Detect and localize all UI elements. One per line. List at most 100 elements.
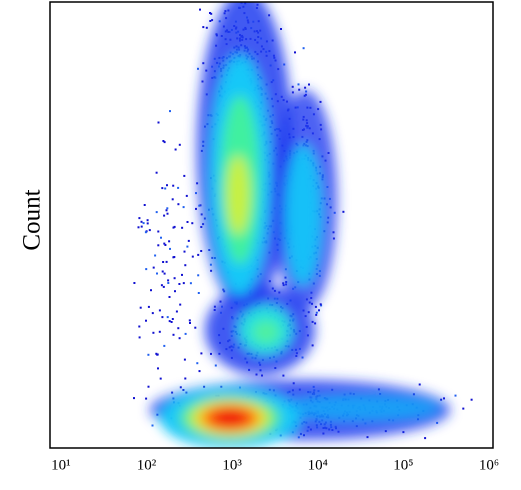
x-tick-label: 10⁵ [393, 457, 413, 473]
event-dot [175, 310, 178, 313]
event-dot [308, 83, 310, 86]
event-dot [157, 121, 160, 124]
event-dot [315, 311, 318, 314]
event-dot [318, 309, 320, 312]
event-dot [163, 214, 166, 217]
event-dot [282, 284, 285, 287]
event-dot [145, 397, 148, 400]
event-dot [162, 261, 165, 263]
event-dot [200, 226, 203, 228]
event-dot [148, 229, 151, 232]
event-dot [156, 353, 159, 356]
event-dot [179, 386, 182, 389]
event-dot [184, 332, 187, 335]
event-dot [205, 26, 208, 29]
event-dot [211, 19, 214, 22]
event-dot [166, 212, 169, 215]
event-dot [133, 397, 135, 400]
event-dot [197, 67, 199, 70]
event-dot [311, 344, 314, 347]
event-dot [177, 327, 180, 330]
event-dot [158, 330, 161, 333]
event-dot [454, 394, 457, 397]
event-dot [151, 312, 154, 315]
event-dot [197, 253, 200, 256]
event-dot [168, 296, 171, 298]
event-dot [196, 362, 199, 365]
event-dot [291, 85, 294, 88]
event-dot [320, 304, 323, 307]
event-dot [203, 385, 206, 388]
event-dot [183, 358, 186, 361]
event-dot [199, 8, 201, 11]
event-dot [154, 254, 157, 257]
event-dot [209, 12, 211, 14]
event-dot [214, 364, 217, 367]
event-dot [167, 282, 170, 284]
event-dot [168, 320, 171, 323]
event-dot [209, 263, 212, 266]
event-dot [197, 274, 200, 277]
event-dot [194, 326, 197, 329]
event-dot [166, 316, 169, 319]
event-dot [147, 353, 150, 356]
event-dot [402, 431, 405, 434]
event-dot [152, 266, 155, 269]
event-dot [314, 305, 317, 308]
event-dot [163, 344, 166, 347]
event-dot [171, 318, 174, 320]
event-dot [166, 207, 169, 210]
event-dot [144, 231, 147, 234]
event-dot [165, 209, 168, 212]
event-dot [196, 182, 199, 185]
event-dot [189, 282, 192, 285]
event-dot [179, 303, 182, 306]
event-dot [177, 186, 180, 189]
event-dot [170, 321, 173, 323]
event-dot [462, 407, 465, 410]
event-dot [470, 398, 473, 401]
event-dot [165, 260, 168, 263]
density-cloud [133, 0, 473, 448]
event-dot [315, 313, 318, 316]
x-tick-label: 10⁴ [308, 457, 328, 473]
event-dot [138, 217, 141, 220]
x-tick-label: 10³ [222, 457, 242, 473]
event-dot [140, 220, 143, 223]
event-dot [146, 222, 149, 225]
event-dot [436, 421, 439, 424]
event-dot [294, 51, 296, 54]
event-dot [174, 148, 177, 151]
event-dot [172, 256, 175, 259]
density-blobs [150, 2, 450, 448]
event-dot [155, 352, 158, 355]
event-dot [143, 204, 146, 206]
event-dot [173, 277, 176, 280]
event-dot [229, 0, 231, 1]
event-dot [185, 194, 188, 197]
event-dot [142, 222, 145, 225]
event-dot [155, 171, 158, 174]
event-dot [209, 20, 212, 22]
event-dot [178, 283, 181, 285]
event-dot [178, 143, 181, 146]
event-dot [151, 424, 154, 427]
event-dot [197, 292, 200, 294]
event-dot [152, 331, 155, 334]
event-dot [157, 244, 160, 247]
event-dot [319, 100, 322, 103]
event-dot [156, 272, 158, 275]
event-dot [342, 210, 345, 213]
event-dot [147, 305, 150, 308]
event-dot [183, 174, 186, 177]
event-dot [162, 140, 165, 142]
event-dot [198, 370, 201, 373]
event-dot [167, 279, 170, 282]
event-dot [146, 219, 149, 222]
event-dot [186, 245, 189, 248]
event-dot [182, 389, 185, 391]
event-dot [195, 207, 197, 210]
event-dot [166, 184, 168, 187]
event-dot [160, 236, 162, 239]
